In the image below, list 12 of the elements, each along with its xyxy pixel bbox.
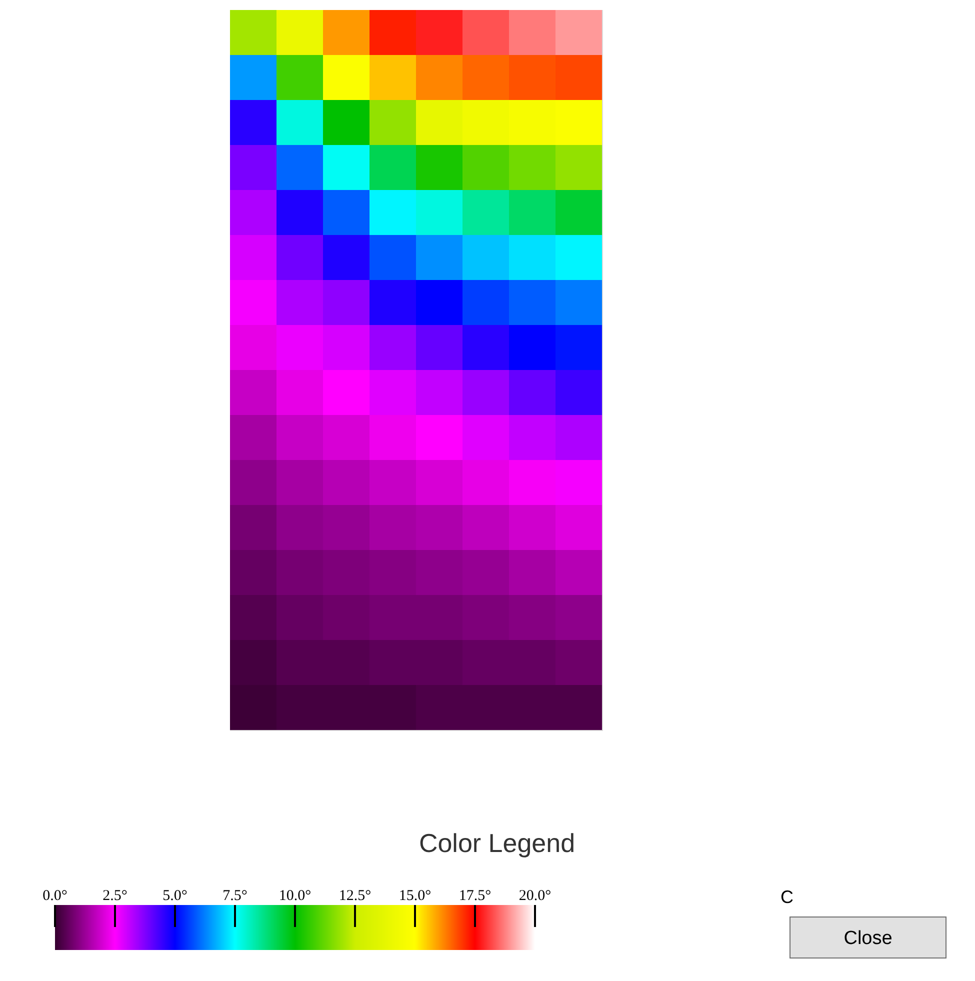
color-bar-label: 20.0°	[518, 888, 552, 904]
color-bar-label: 17.5°	[458, 888, 492, 904]
color-bar-label: 0.0°	[42, 888, 68, 904]
color-bar-label: 5.0°	[162, 888, 188, 904]
legend-title: Color Legend	[418, 828, 576, 858]
color-bar-label: 7.5°	[222, 888, 248, 904]
text: Close	[844, 928, 892, 949]
color-bar-label: 2.5°	[102, 888, 128, 904]
color-bar-title: C	[780, 887, 794, 907]
color-bar-label: 10.0°	[278, 888, 312, 904]
color-bar-label: 15.0°	[398, 888, 432, 904]
color-bar-label: 12.5°	[338, 888, 372, 904]
